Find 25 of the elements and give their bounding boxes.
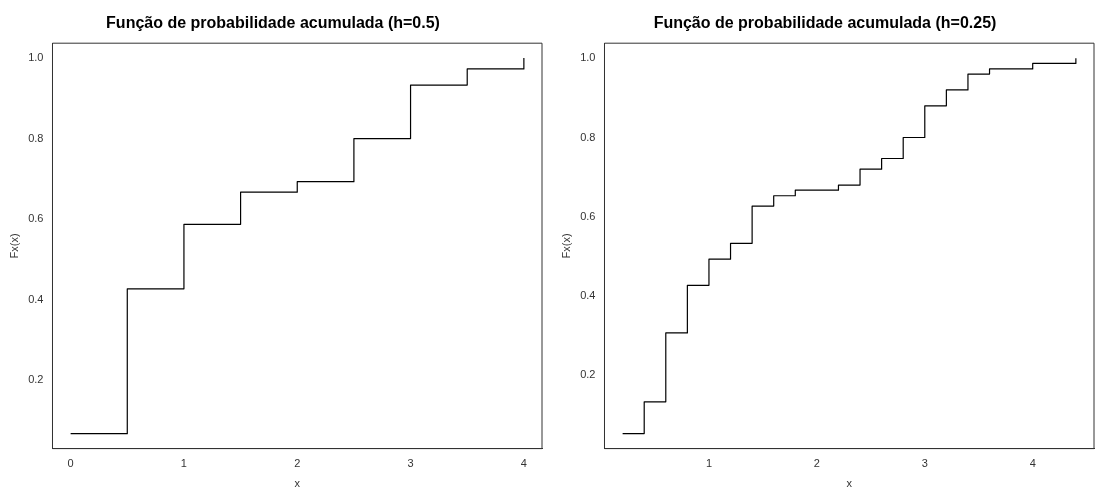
y-tick-label: 1.0 — [28, 51, 44, 64]
y-tick-label: 0.6 — [580, 209, 596, 222]
y-tick-label: 0.2 — [580, 368, 596, 381]
x-tick-label: 1 — [180, 457, 187, 470]
x-axis-title: x — [294, 477, 301, 490]
y-tick-label: 0.8 — [28, 131, 44, 144]
y-tick-label: 0.6 — [28, 212, 44, 225]
x-tick-label: 1 — [705, 457, 713, 470]
y-tick-label: 0.8 — [580, 130, 596, 143]
y-tick-label: 0.4 — [580, 289, 596, 302]
y-axis-title: Fx(x) — [7, 233, 20, 259]
x-tick-label: 2 — [813, 457, 820, 470]
x-tick-label: 3 — [921, 457, 928, 470]
chart-title: Função de probabilidade acumulada (h=0.25) — [653, 14, 997, 32]
x-axis-title: x — [846, 477, 853, 490]
chart-title: Função de probabilidade acumulada (h=0.5) — [106, 14, 440, 32]
x-tick-label: 4 — [520, 457, 527, 470]
y-tick-label: 0.4 — [28, 292, 44, 305]
y-axis-title: Fx(x) — [559, 233, 572, 259]
x-tick-label: 3 — [407, 457, 414, 470]
y-tick-label: 0.2 — [28, 373, 44, 386]
y-tick-label: 1.0 — [580, 51, 596, 64]
x-tick-label: 2 — [294, 457, 301, 470]
x-tick-label: 0 — [67, 457, 74, 470]
x-tick-label: 4 — [1029, 457, 1036, 470]
